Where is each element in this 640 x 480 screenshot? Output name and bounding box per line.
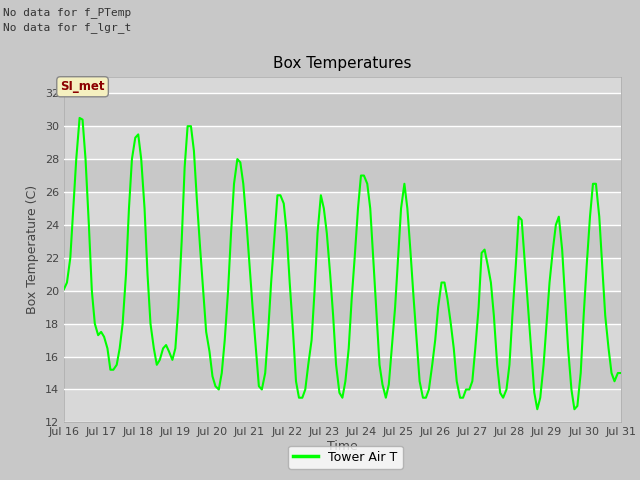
Bar bbox=[64, 357, 621, 389]
Bar bbox=[64, 225, 621, 258]
Text: SI_met: SI_met bbox=[60, 80, 105, 93]
Y-axis label: Box Temperature (C): Box Temperature (C) bbox=[26, 185, 39, 314]
Bar bbox=[64, 126, 621, 159]
Bar bbox=[64, 192, 621, 225]
Legend: Tower Air T: Tower Air T bbox=[289, 446, 403, 469]
Bar bbox=[64, 159, 621, 192]
Title: Box Temperatures: Box Temperatures bbox=[273, 57, 412, 72]
Text: No data for f_PTemp: No data for f_PTemp bbox=[3, 7, 131, 18]
Bar bbox=[64, 258, 621, 291]
Bar bbox=[64, 324, 621, 357]
Bar bbox=[64, 93, 621, 126]
Bar bbox=[64, 389, 621, 422]
Bar bbox=[64, 291, 621, 324]
Text: No data for f_lgr_t: No data for f_lgr_t bbox=[3, 22, 131, 33]
X-axis label: Time: Time bbox=[327, 440, 358, 453]
